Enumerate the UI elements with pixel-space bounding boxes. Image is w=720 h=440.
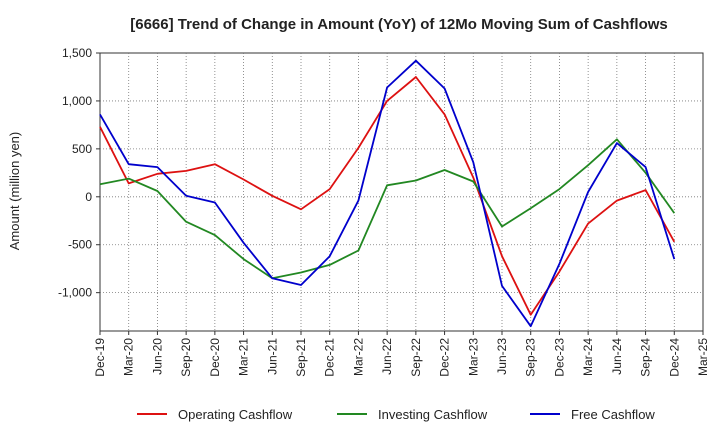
x-tick-label: Dec-23	[552, 338, 566, 377]
x-tick-label: Sep-20	[179, 338, 193, 377]
series-lines	[99, 59, 676, 328]
y-tick-label: 1,500	[62, 46, 92, 60]
x-tick-label: Dec-24	[667, 338, 681, 377]
x-tick-label: Dec-21	[323, 338, 337, 377]
legend-label-operating-cashflow: Operating Cashflow	[178, 407, 293, 422]
x-tick-label: Dec-19	[93, 338, 107, 377]
plot-area	[99, 52, 704, 332]
x-axis: Dec-19 Mar-20 Jun-20 Sep-20 Dec-20 Mar-21 Jun-…	[93, 331, 710, 377]
x-tick-label: Sep-24	[639, 338, 653, 377]
x-tick-label: Mar-22	[351, 338, 365, 376]
x-tick-label: Mar-21	[237, 338, 251, 376]
y-tick-label: 1,000	[62, 94, 92, 108]
legend-label-free-cashflow: Free Cashflow	[571, 407, 655, 422]
y-axis-label: Amount (million yen)	[7, 132, 22, 251]
x-tick-label: Mar-20	[122, 338, 136, 376]
free-cashflow-line	[99, 59, 676, 328]
x-tick-label: Mar-25	[696, 338, 710, 376]
x-tick-label: Jun-23	[495, 338, 509, 375]
y-tick-label: 500	[72, 142, 92, 156]
operating-cashflow-line	[99, 76, 676, 316]
x-tick-label: Jun-21	[265, 338, 279, 375]
chart-title: [6666] Trend of Change in Amount (YoY) o…	[130, 16, 668, 33]
y-tick-label: 0	[85, 190, 92, 204]
legend-label-investing-cashflow: Investing Cashflow	[378, 407, 488, 422]
y-tick-label: -1,000	[58, 286, 92, 300]
y-axis: 1,500 1,000 500 0 -500 -1,000	[58, 46, 100, 300]
x-tick-label: Mar-24	[581, 338, 595, 376]
legend: Operating Cashflow Investing Cashflow Free…	[137, 407, 655, 422]
investing-cashflow-line	[99, 138, 676, 280]
x-tick-label: Jun-22	[380, 338, 394, 375]
x-tick-label: Dec-20	[208, 338, 222, 377]
x-tick-label: Jun-24	[610, 338, 624, 375]
x-tick-label: Sep-23	[524, 338, 538, 377]
x-tick-label: Sep-22	[409, 338, 423, 377]
y-tick-label: -500	[68, 238, 92, 252]
x-tick-label: Jun-20	[150, 338, 164, 375]
x-tick-label: Dec-22	[438, 338, 452, 377]
x-tick-label: Sep-21	[294, 338, 308, 377]
x-tick-label: Mar-23	[466, 338, 480, 376]
